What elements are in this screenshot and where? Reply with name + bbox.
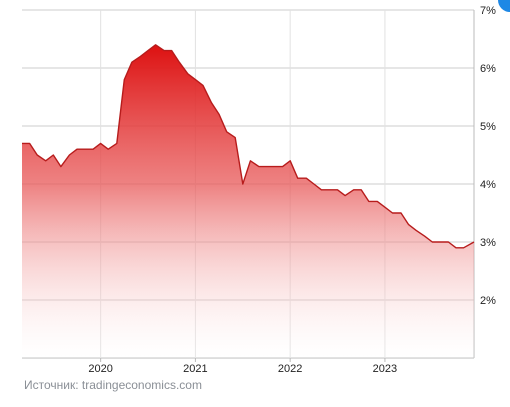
y-tick-label: 5% — [480, 121, 496, 133]
x-tick-label: 2022 — [278, 363, 302, 375]
y-tick-label: 4% — [480, 179, 496, 191]
series-area-fill — [22, 44, 474, 359]
x-tick-label: 2021 — [183, 363, 207, 375]
x-tick-label: 2023 — [373, 363, 397, 375]
y-tick-label: 2% — [480, 295, 496, 307]
y-tick-label: 7% — [480, 5, 496, 17]
plot-area — [22, 44, 475, 359]
axes: 2% 3% 4% 5% 6% 7% 2020 2021 2022 2023 — [88, 5, 496, 375]
series-line — [22, 44, 475, 249]
y-tick-label: 3% — [480, 237, 496, 249]
x-tick-label: 2020 — [88, 363, 112, 375]
y-tick-label: 6% — [480, 63, 496, 75]
source-caption: Источник: tradingeconomics.com — [24, 378, 202, 392]
